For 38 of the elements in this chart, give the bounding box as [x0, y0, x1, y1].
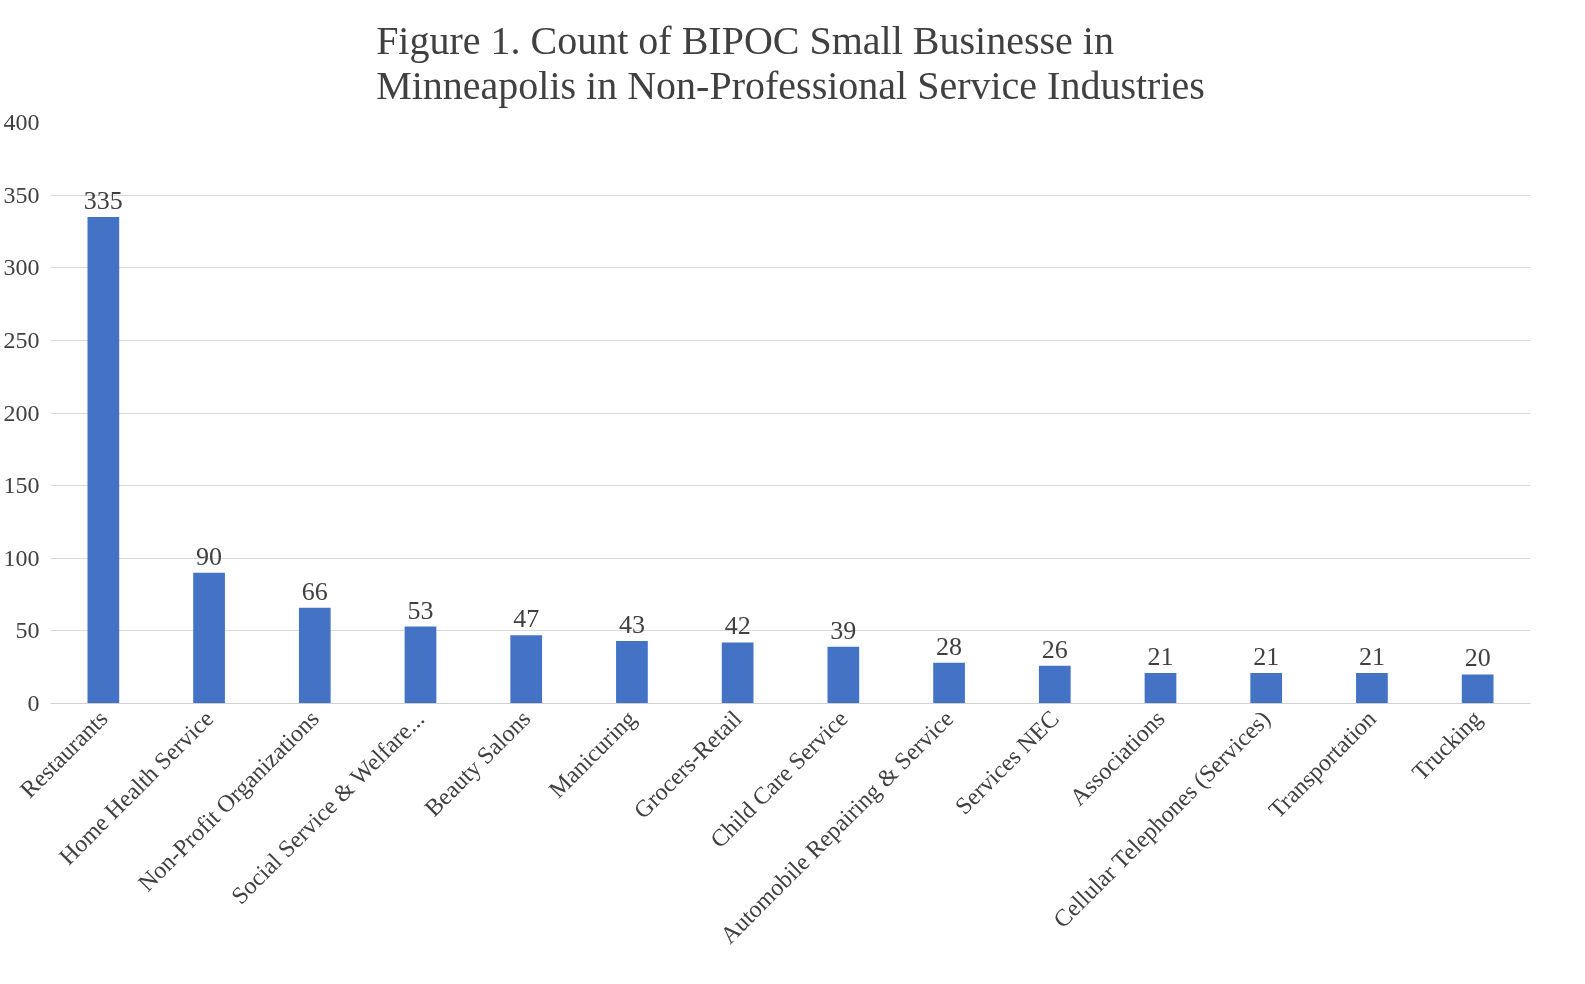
bar	[87, 216, 120, 704]
data-label: 21	[1147, 642, 1174, 671]
data-label: 335	[83, 185, 123, 215]
y-tick-label: 50	[15, 617, 40, 644]
data-label: 42	[724, 611, 751, 641]
bar	[933, 662, 965, 704]
y-tick-label: 350	[3, 181, 40, 208]
bar	[404, 626, 437, 704]
bar	[510, 635, 543, 704]
bar	[1250, 673, 1283, 704]
data-label: 66	[301, 576, 328, 606]
data-label: 90	[196, 541, 223, 571]
bar	[1356, 673, 1388, 704]
y-tick-label: 150	[3, 472, 40, 499]
data-label: 28	[936, 631, 963, 661]
data-label: 47	[513, 604, 540, 634]
bar	[721, 642, 754, 704]
bar	[298, 607, 331, 704]
bar	[616, 641, 648, 704]
bar	[827, 646, 860, 704]
bar	[1461, 674, 1494, 704]
data-label: 20	[1464, 643, 1491, 673]
y-tick-label: 100	[3, 544, 40, 571]
bar	[193, 572, 225, 704]
data-label: 43	[618, 610, 645, 640]
y-tick-label: 300	[3, 254, 40, 281]
data-label: 39	[830, 615, 857, 645]
bar	[1038, 665, 1071, 704]
data-label: 26	[1041, 634, 1068, 664]
y-tick-label: 0	[27, 690, 40, 716]
data-label: 53	[407, 595, 434, 625]
bar	[1144, 673, 1177, 704]
chart-title: Figure 1. Count of BIPOC Small Businesse in Minneapolis in Non-Professional Service Industries	[376, 17, 1205, 108]
y-tick-label: 200	[3, 399, 40, 426]
data-label: 21	[1253, 642, 1280, 671]
y-tick-label: 400	[3, 109, 40, 135]
data-label: 21	[1358, 642, 1385, 671]
y-tick-label: 250	[3, 326, 40, 353]
